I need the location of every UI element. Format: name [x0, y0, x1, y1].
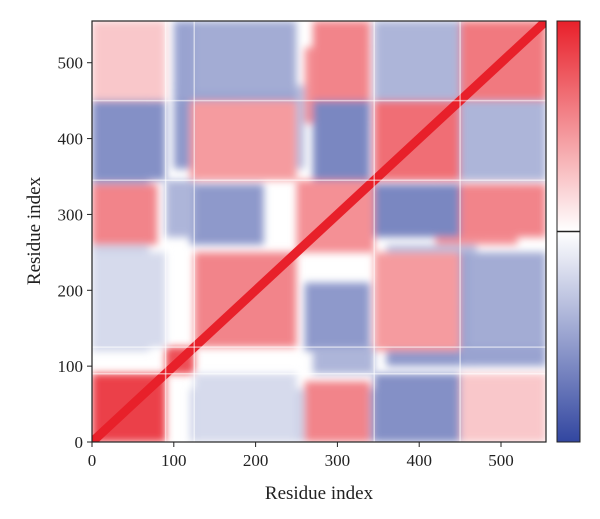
heatmap-cells: [92, 21, 546, 442]
y-tick-label: 300: [58, 205, 84, 224]
heatmap-block-25: [165, 180, 195, 238]
x-tick-label: 500: [488, 451, 514, 470]
heatmap-block-25-mirror: [312, 347, 375, 374]
heatmap-block-19: [460, 373, 546, 442]
plot-frame: [91, 20, 547, 443]
heatmap-block-24: [194, 21, 297, 94]
x-tick-label: 400: [406, 451, 432, 470]
heatmap-block-16-mirror: [92, 100, 166, 181]
y-tick-label: 0: [75, 433, 84, 452]
correlation-blocks: [92, 21, 546, 442]
heatmap-block-23: [374, 21, 461, 101]
heatmap-block-21-mirror: [312, 21, 371, 101]
y-tick-label: 400: [58, 130, 84, 149]
heatmap-diagonal: [92, 21, 546, 442]
y-axis-label: Residue index: [24, 176, 45, 285]
heatmap-block-13: [304, 381, 371, 442]
heatmap-block-19-mirror: [92, 21, 166, 101]
heatmap-block-12: [194, 373, 297, 442]
heatmap-block-12-mirror: [92, 252, 166, 348]
x-tick-label: 200: [243, 451, 269, 470]
y-axis-ticks: 0 100 200 300 400 500: [58, 54, 92, 452]
x-axis-label: Residue index: [265, 483, 374, 504]
heatmap-block-23-mirror: [460, 100, 546, 181]
heatmap-block-15-mirror: [190, 184, 264, 245]
heatmap-block-13-mirror: [92, 184, 158, 245]
x-tick-label: 300: [325, 451, 351, 470]
heatmap-block-17-mirror: [190, 100, 297, 181]
x-tick-label: 100: [161, 451, 187, 470]
y-tick-label: 200: [58, 281, 84, 300]
x-axis-ticks: 0 100 200 300 400 500: [88, 442, 514, 470]
heatmap-block-15: [304, 282, 371, 351]
heatmap-block-16: [374, 373, 461, 442]
heatmap-block-24-mirror: [468, 252, 546, 348]
x-tick-label: 0: [88, 451, 97, 470]
heatmap-block-18: [374, 184, 461, 238]
heatmap-block-17: [374, 252, 461, 351]
y-tick-label: 500: [58, 54, 84, 73]
heatmap-block-21: [460, 184, 546, 238]
heatmap-block-18-mirror: [312, 100, 371, 181]
y-tick-label: 100: [58, 357, 84, 376]
